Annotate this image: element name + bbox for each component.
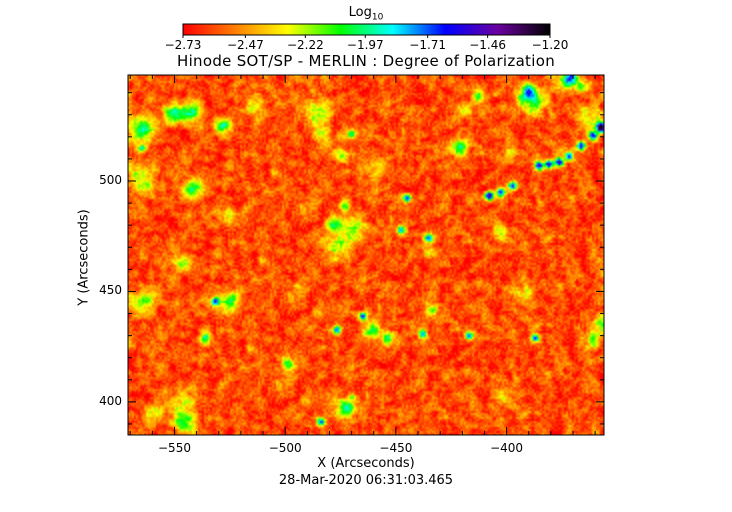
plot-frame (127, 74, 605, 436)
x-tick-label: −500 (268, 441, 302, 455)
chart-title: Hinode SOT/SP - MERLIN : Degree of Polar… (176, 52, 555, 70)
heatmap-image (128, 75, 604, 435)
x-tick-label: −450 (379, 441, 413, 455)
y-axis-label: Y (Arcseconds) (76, 209, 92, 306)
colorbar-ticks (182, 35, 551, 38)
colorbar-title-subscript: 10 (371, 12, 384, 23)
timestamp: 28-Mar-2020 06:31:03.465 (278, 473, 454, 488)
colorbar-tick-label: −2.73 (164, 38, 202, 52)
x-tick-label: −550 (158, 441, 191, 455)
y-tick-label: 400 (99, 393, 122, 408)
colorbar-tick-label: −2.22 (286, 38, 324, 52)
colorbar-tick-label: −1.46 (469, 38, 507, 52)
x-axis-label: X (Arcseconds) (317, 456, 415, 471)
colorbar-title: Log10 (0, 5, 732, 23)
y-tick-label: 500 (99, 173, 122, 187)
colorbar (182, 23, 551, 36)
x-tick-label: −400 (490, 441, 524, 455)
colorbar-title-base: Log (348, 5, 372, 20)
colorbar-tick-label: −1.71 (409, 38, 447, 52)
axis-ticks (128, 75, 604, 435)
colorbar-tick-label: −1.97 (346, 38, 384, 52)
colorbar-tick-label: −2.47 (226, 38, 264, 52)
colorbar-tick-label: −1.20 (531, 38, 569, 52)
y-tick-label: 450 (99, 283, 122, 298)
